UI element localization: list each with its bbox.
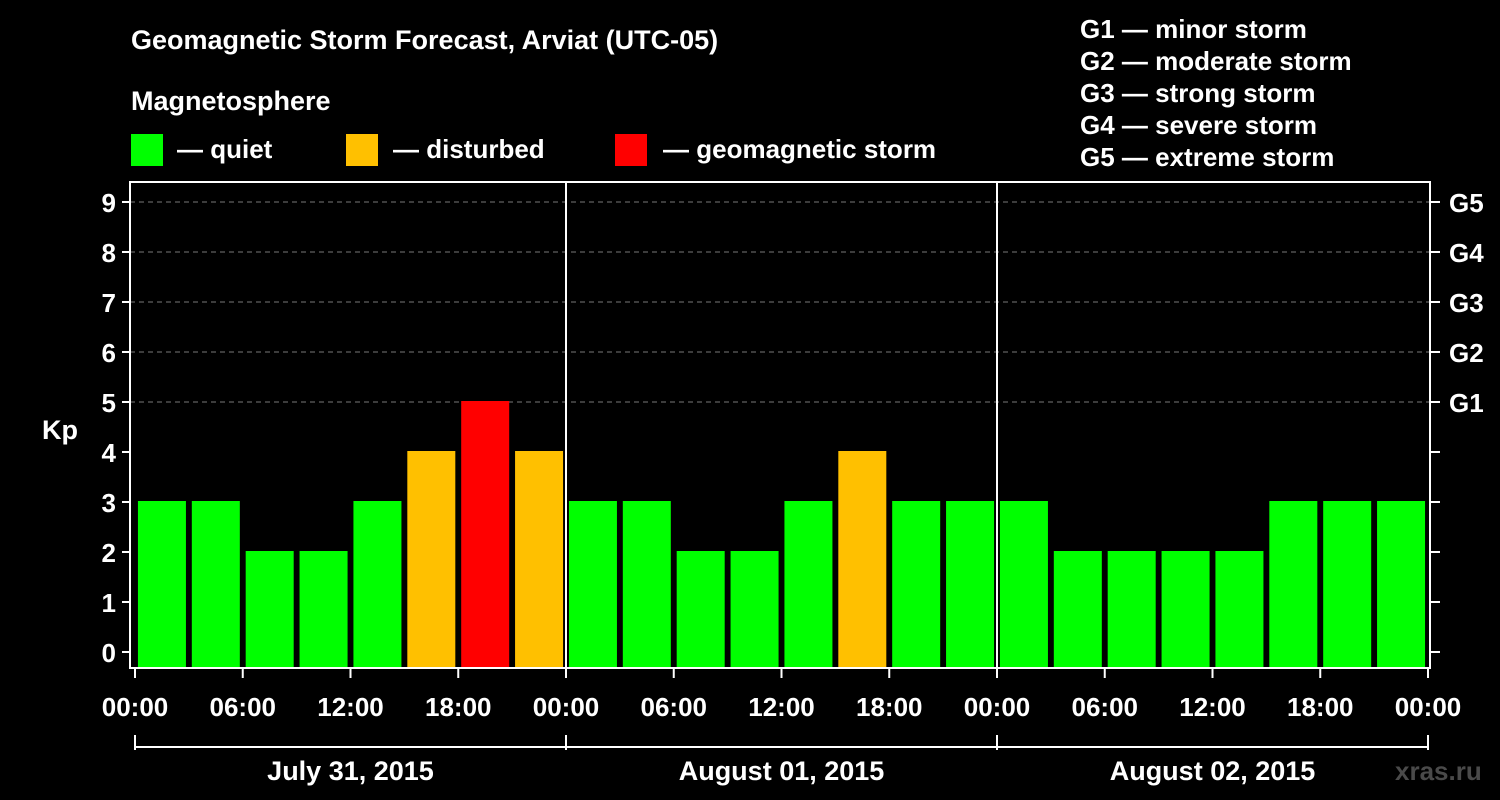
y-tick-label: 4 <box>102 438 117 468</box>
right-tick-label: G5 <box>1449 188 1484 218</box>
x-tick-label: 18:00 <box>425 692 492 722</box>
y-tick-label: 6 <box>102 338 116 368</box>
legend-swatch-disturbed <box>346 134 378 166</box>
y-axis-label: Kp <box>42 415 78 445</box>
kp-bar <box>784 501 833 668</box>
legend: — quiet — disturbed — geomagnetic storm <box>131 134 936 166</box>
x-tick-label: 18:00 <box>1287 692 1354 722</box>
kp-bar <box>191 501 240 668</box>
kp-bar <box>730 551 779 668</box>
kp-bar <box>407 451 456 668</box>
scale-legend-g1: G1 — minor storm <box>1080 14 1307 44</box>
scale-legend-g3: G3 — strong storm <box>1080 78 1315 108</box>
kp-bar <box>1377 501 1426 668</box>
right-tick-label: G2 <box>1449 338 1484 368</box>
x-tick-label: 00:00 <box>964 692 1031 722</box>
kp-bar <box>299 551 348 668</box>
kp-bar <box>1269 501 1318 668</box>
kp-bar <box>245 551 294 668</box>
date-label: August 01, 2015 <box>679 756 885 786</box>
kp-bar <box>1323 501 1372 668</box>
x-tick-label: 06:00 <box>1072 692 1139 722</box>
kp-bar <box>676 551 725 668</box>
kp-bar <box>892 501 941 668</box>
kp-bar <box>1107 551 1156 668</box>
kp-bar <box>946 501 995 668</box>
legend-swatch-storm <box>615 134 647 166</box>
kp-bar <box>515 451 564 668</box>
right-tick-label: G4 <box>1449 238 1484 268</box>
kp-bar <box>999 501 1048 668</box>
kp-bar <box>137 501 186 668</box>
scale-legend-g5: G5 — extreme storm <box>1080 142 1334 172</box>
right-tick-label: G1 <box>1449 388 1484 418</box>
kp-bar <box>1161 551 1210 668</box>
scale-legend-g4: G4 — severe storm <box>1080 110 1317 140</box>
x-tick-label: 00:00 <box>1395 692 1462 722</box>
y-tick-label: 5 <box>102 388 116 418</box>
x-tick-label: 12:00 <box>748 692 815 722</box>
watermark: xras.ru <box>1395 756 1482 786</box>
date-brackets: July 31, 2015 August 01, 2015 August 02, 2… <box>134 735 1429 786</box>
plot-border <box>129 181 1431 669</box>
bars <box>137 401 1426 668</box>
x-tick-label: 12:00 <box>317 692 384 722</box>
plot-frame <box>129 181 1431 669</box>
x-tick-label: 00:00 <box>102 692 169 722</box>
y-tick-label: 9 <box>102 188 116 218</box>
y-tick-label: 0 <box>102 638 116 668</box>
legend-heading: Magnetosphere <box>131 86 331 116</box>
kp-bar <box>1215 551 1264 668</box>
kp-bar <box>568 501 617 668</box>
chart-title: Geomagnetic Storm Forecast, Arviat (UTC-… <box>131 25 718 55</box>
x-tick-label: 00:00 <box>533 692 600 722</box>
right-tick-label: G3 <box>1449 288 1484 318</box>
kp-bar <box>461 401 510 668</box>
y-tick-label: 3 <box>102 488 116 518</box>
kp-bar <box>353 501 402 668</box>
kp-bar <box>622 501 671 668</box>
scale-legend-g2: G2 — moderate storm <box>1080 46 1352 76</box>
legend-label-storm: — geomagnetic storm <box>663 134 936 164</box>
y-tick-label: 1 <box>102 588 116 618</box>
x-ticks: 00:00 06:00 12:00 18:00 00:00 06:00 12:00 18:00… <box>102 668 1462 722</box>
y-tick-label: 2 <box>102 538 116 568</box>
x-tick-label: 12:00 <box>1179 692 1246 722</box>
x-tick-label: 06:00 <box>210 692 277 722</box>
x-tick-label: 18:00 <box>856 692 923 722</box>
x-tick-label: 06:00 <box>641 692 708 722</box>
storm-scale-legend: G1 — minor storm G2 — moderate storm G3 … <box>1080 14 1352 172</box>
date-label: July 31, 2015 <box>267 756 434 786</box>
right-ticks: G1 G2 G3 G4 G5 <box>1430 188 1484 653</box>
grid-lines <box>130 201 1430 403</box>
legend-swatch-quiet <box>131 134 163 166</box>
y-tick-label: 7 <box>102 288 116 318</box>
y-tick-label: 8 <box>102 238 116 268</box>
legend-label-disturbed: — disturbed <box>393 134 545 164</box>
kp-bar <box>1053 551 1102 668</box>
kp-bar <box>838 451 887 668</box>
y-ticks: 0 1 2 3 4 5 6 7 8 9 <box>102 188 130 668</box>
legend-label-quiet: — quiet <box>177 134 273 164</box>
date-label: August 02, 2015 <box>1110 756 1316 786</box>
